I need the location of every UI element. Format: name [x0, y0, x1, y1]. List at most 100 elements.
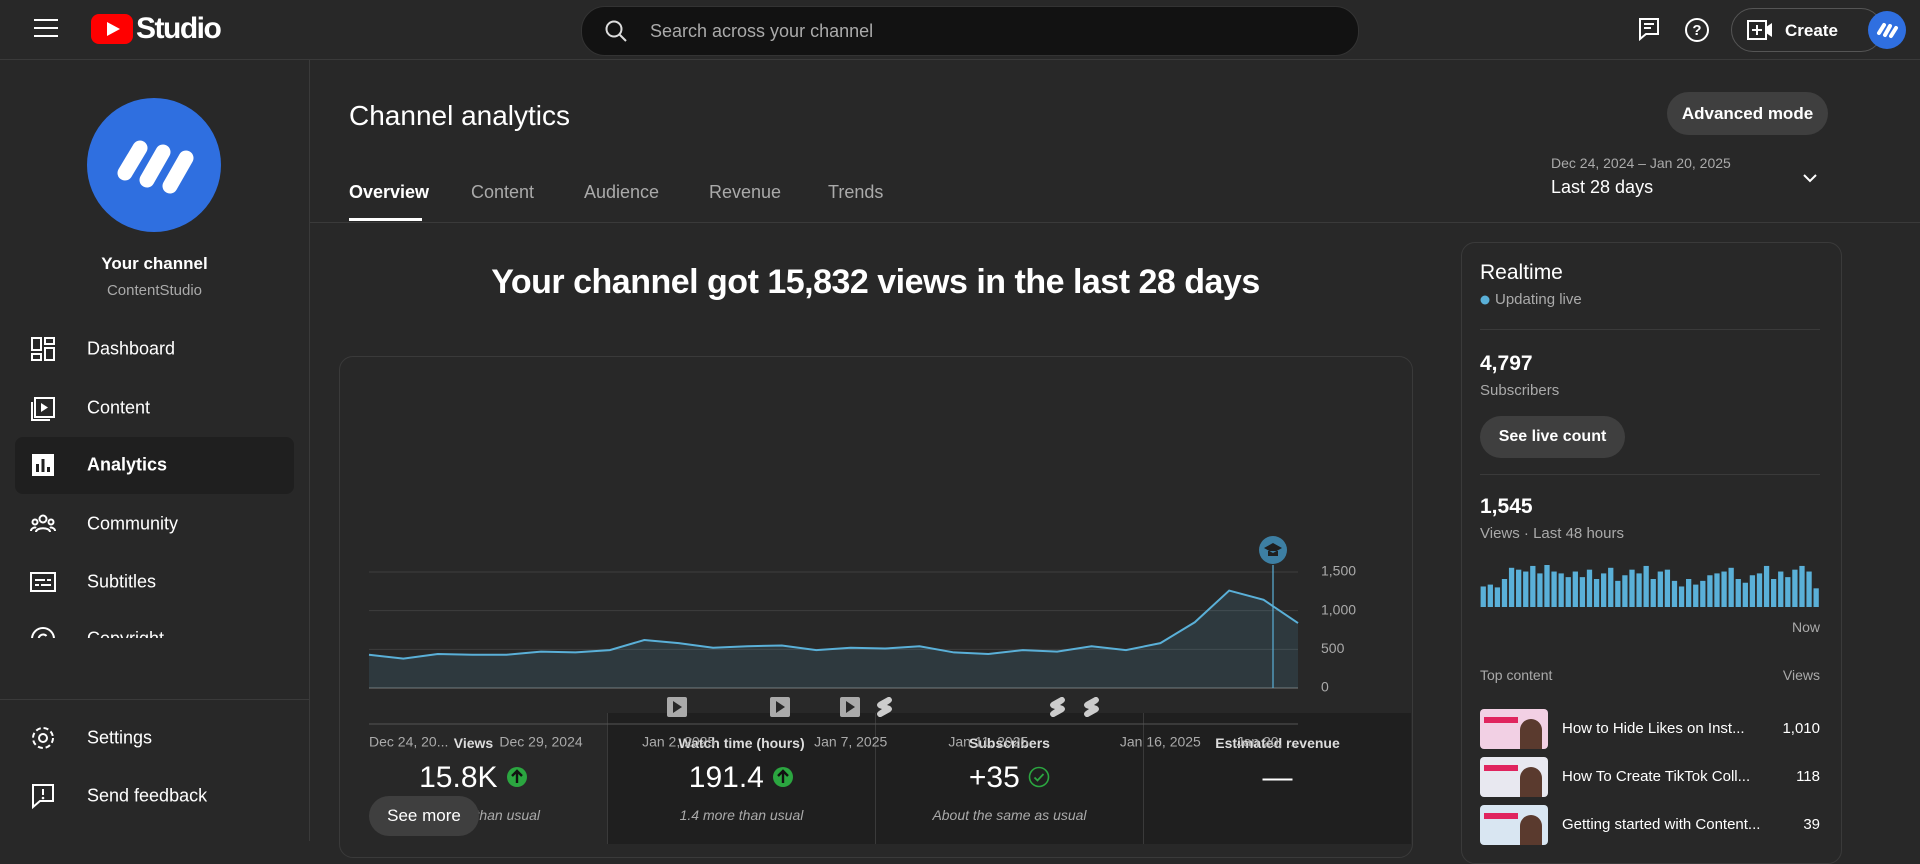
realtime-bar — [1593, 579, 1600, 607]
create-button[interactable]: Create — [1731, 8, 1883, 52]
nav-item[interactable]: Settings — [87, 727, 153, 748]
metric-value: — — [1262, 761, 1293, 794]
realtime-bar — [1650, 579, 1656, 607]
nav-item[interactable]: Send feedback — [87, 785, 208, 806]
realtime-bar — [1756, 573, 1763, 607]
help-icon[interactable]: ? — [1684, 17, 1710, 43]
logo-icon[interactable] — [91, 14, 133, 44]
tab[interactable]: Revenue — [709, 182, 782, 202]
feedback-icon[interactable] — [1638, 17, 1660, 41]
milestone-cap — [1264, 543, 1282, 556]
headline: Your channel got 15,832 views in the las… — [491, 263, 1260, 301]
see-more-button[interactable]: See more — [369, 796, 479, 836]
nav-item[interactable]: Community — [87, 513, 179, 534]
metric-tab[interactable]: Estimated revenue — — [1144, 713, 1411, 844]
realtime-status: Updating live — [1495, 291, 1582, 308]
top-content-title[interactable]: How To Create TikTok Coll... — [1562, 768, 1751, 785]
line — [368, 589, 1299, 660]
realtime-bar — [1537, 573, 1543, 607]
metric-value: +35 — [876, 761, 1143, 795]
top-content-title[interactable]: How to Hide Likes on Inst... — [1562, 720, 1745, 737]
advanced-mode-button[interactable]: Advanced mode — [1667, 92, 1828, 135]
nav-highlight — [15, 437, 294, 494]
channel-title: Your channel — [101, 254, 208, 273]
x-tick-label: Jan 11, 2025 — [948, 734, 1028, 750]
metric-tab[interactable]: Subscribers +35 About the same as usual — [876, 713, 1144, 844]
metric-note: About the same as usual — [932, 807, 1087, 823]
date-range: Dec 24, 2024 – Jan 20, 2025 — [1551, 155, 1731, 171]
nav-list: Dashboard Content Analytics Community Subtit… — [0, 60, 309, 638]
realtime-bar — [1608, 567, 1614, 607]
x-tick-label: Dec 29, 2024 — [499, 734, 582, 750]
sidebar-divider — [0, 699, 309, 700]
search-box[interactable]: Search across your channel — [581, 6, 1359, 56]
short-icon — [1084, 697, 1099, 717]
thumbnail[interactable] — [1480, 757, 1548, 797]
realtime-bar — [1657, 571, 1663, 607]
realtime-bar — [1480, 586, 1486, 607]
studio-page: Studio Search across your channel ? Crea… — [0, 6, 1920, 864]
nav-icon — [31, 337, 55, 361]
metric-label: Subscribers — [969, 735, 1050, 751]
nav-item[interactable]: Dashboard — [87, 338, 176, 359]
realtime-bar — [1707, 575, 1713, 607]
x-tick-label: Jan 2, 2025 — [642, 734, 715, 750]
subscriber-label: Subscribers — [1480, 382, 1560, 399]
nav-item[interactable]: Subtitles — [87, 571, 157, 592]
realtime-bar — [1601, 573, 1607, 607]
realtime-bar — [1544, 565, 1550, 607]
nav-icon — [32, 454, 54, 476]
create-icon — [1747, 20, 1772, 40]
realtime-bar — [1714, 573, 1720, 607]
logo-text[interactable]: Studio — [136, 12, 222, 45]
metric-tab[interactable]: Watch time (hours) 191.4 1.4 more than us… — [608, 713, 876, 844]
tab[interactable]: Overview — [349, 182, 430, 202]
channel-avatar[interactable] — [87, 98, 221, 232]
video-play — [673, 701, 682, 713]
y-tick-label: 0 — [1321, 679, 1329, 695]
realtime-bar — [1749, 575, 1756, 607]
tab[interactable]: Trends — [828, 182, 884, 202]
realtime-bar — [1813, 588, 1819, 607]
video-play — [776, 701, 785, 713]
short-icon — [877, 697, 892, 717]
svg-text:?: ? — [1692, 22, 1701, 39]
thumbnail-person — [1520, 719, 1542, 749]
nav-icon — [30, 572, 56, 592]
nav-item[interactable]: Analytics — [87, 454, 168, 475]
thumbnail[interactable] — [1480, 805, 1548, 845]
realtime-bar — [1487, 584, 1493, 607]
nav-item[interactable]: Content — [87, 397, 151, 418]
top-content-title[interactable]: Getting started with Content... — [1562, 816, 1761, 833]
search-icon — [605, 20, 627, 42]
views-column-label: Views — [1782, 667, 1820, 683]
realtime-title: Realtime — [1480, 261, 1563, 284]
create-label: Create — [1785, 21, 1838, 40]
y-tick-label: 1,500 — [1321, 563, 1356, 579]
realtime-bar — [1785, 577, 1791, 607]
realtime-bar — [1806, 571, 1812, 607]
y-tick-label: 1,000 — [1321, 601, 1356, 617]
thumbnail-person — [1520, 815, 1542, 845]
thumbnail[interactable] — [1480, 709, 1548, 749]
realtime-bar — [1799, 565, 1805, 607]
y-tick-label: 500 — [1321, 640, 1345, 656]
realtime-bar — [1551, 571, 1557, 607]
tab[interactable]: Content — [471, 182, 535, 202]
thumbnail-band — [1484, 717, 1518, 723]
realtime-bar — [1615, 580, 1621, 607]
realtime-divider — [1480, 329, 1820, 330]
area — [369, 590, 1298, 688]
account-avatar[interactable] — [1868, 11, 1906, 49]
charts: 0 500 1,000 1,500 Dec 24, 20... Dec 29, 2024 J… — [368, 536, 1819, 750]
period-dropdown[interactable] — [1802, 172, 1818, 184]
subscriber-count: 4,797 — [1480, 352, 1533, 375]
period[interactable]: Last 28 days — [1551, 177, 1654, 197]
menu-button[interactable] — [34, 18, 58, 38]
tab[interactable]: Audience — [584, 182, 660, 202]
nav-item[interactable]: Copyright — [87, 629, 164, 639]
nav-icon — [31, 397, 55, 421]
metric-value: 15.8K — [340, 761, 607, 795]
metric-label: Watch time (hours) — [678, 735, 805, 751]
see-live-count-button[interactable]: See live count — [1480, 416, 1625, 458]
